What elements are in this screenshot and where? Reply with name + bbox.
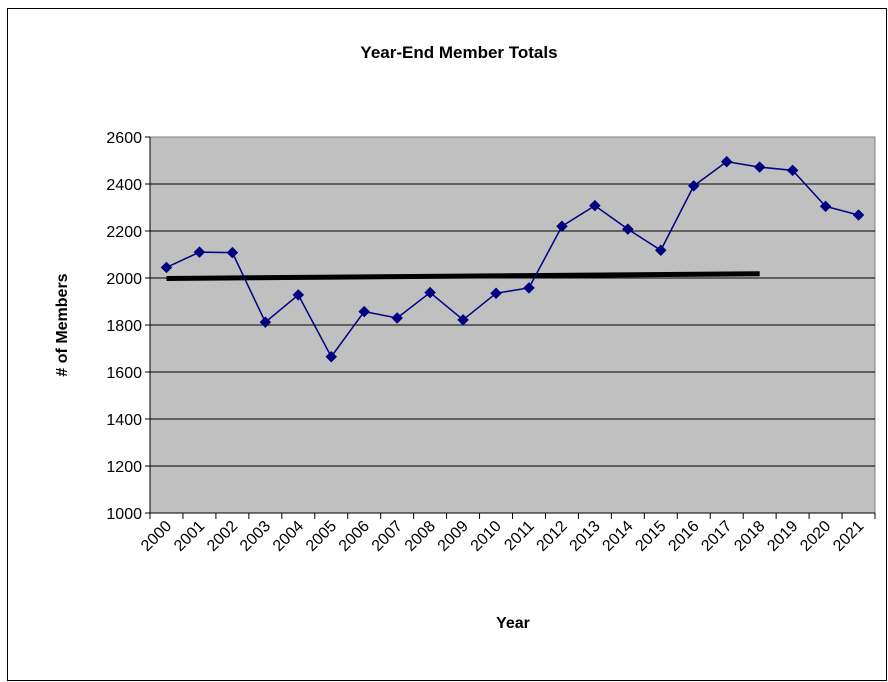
data-point	[687, 180, 700, 192]
data-point	[358, 305, 371, 318]
data-point	[259, 316, 272, 329]
data-point	[292, 289, 305, 301]
y-tick-label: 1200	[106, 459, 142, 476]
data-point	[523, 282, 535, 294]
trendline-group	[166, 271, 760, 281]
y-tick-label: 2000	[106, 271, 142, 288]
x-axis-title: Year	[496, 615, 530, 632]
chart-title: Year-End Member Totals	[360, 43, 557, 62]
x-tick-label: 2015	[632, 518, 669, 555]
x-tick-label: 2006	[336, 518, 373, 555]
data-point	[160, 261, 173, 274]
y-tick-label: 1800	[106, 318, 142, 335]
x-tick-label: 2016	[665, 518, 702, 555]
data-point	[819, 200, 832, 213]
x-tick-label: 2012	[534, 518, 571, 555]
axes	[145, 136, 876, 519]
data-point	[226, 246, 239, 259]
data-point	[720, 155, 733, 168]
data-point	[621, 223, 634, 235]
y-tick-label: 2600	[106, 130, 142, 147]
data-point	[457, 313, 469, 326]
y-tick-label: 1600	[106, 365, 142, 382]
data-point	[391, 312, 404, 324]
data-point	[424, 286, 436, 299]
x-tick-label: 2007	[369, 518, 406, 555]
y-tick-label: 2200	[106, 224, 142, 241]
trendline	[166, 271, 760, 281]
x-tick-label: 2010	[468, 518, 505, 555]
x-tick-label: 2019	[764, 518, 801, 555]
x-tick-label: 2004	[270, 518, 307, 555]
x-tick-labels: 2000200120022003200420052006200720082009…	[138, 518, 867, 555]
data-point	[556, 220, 568, 233]
x-tick-label: 2005	[303, 518, 340, 555]
x-tick-label: 2000	[138, 518, 175, 555]
x-tick-label: 2021	[830, 518, 867, 555]
x-tick-label: 2009	[435, 518, 472, 555]
data-point	[325, 350, 338, 363]
x-tick-label: 2018	[731, 518, 768, 555]
data-point	[753, 161, 766, 173]
x-tick-label: 2001	[171, 518, 208, 555]
x-tick-label: 2013	[567, 518, 604, 555]
x-tick-label: 2020	[797, 518, 834, 555]
x-tick-label: 2008	[402, 518, 439, 555]
data-point	[786, 164, 799, 177]
y-tick-labels: 1000 1200 1400 1600 1800 2000 2200 2400 2600	[106, 130, 142, 523]
series-group	[160, 155, 865, 363]
data-point	[852, 209, 865, 221]
y-tick-label: 1400	[106, 412, 142, 429]
x-tick-label: 2014	[599, 518, 636, 555]
y-axis-title: # of Members	[54, 273, 71, 376]
y-tick-label: 2400	[106, 177, 142, 194]
x-tick-label: 2011	[501, 518, 537, 554]
data-point	[589, 199, 601, 212]
x-tick-label: 2003	[237, 518, 274, 555]
series-line	[166, 160, 859, 359]
data-point	[490, 287, 502, 300]
x-tick-label: 2002	[204, 518, 241, 555]
data-point	[193, 246, 206, 259]
y-tick-label: 1000	[106, 506, 142, 523]
x-tick-label: 2017	[698, 518, 735, 555]
data-point	[654, 244, 667, 257]
